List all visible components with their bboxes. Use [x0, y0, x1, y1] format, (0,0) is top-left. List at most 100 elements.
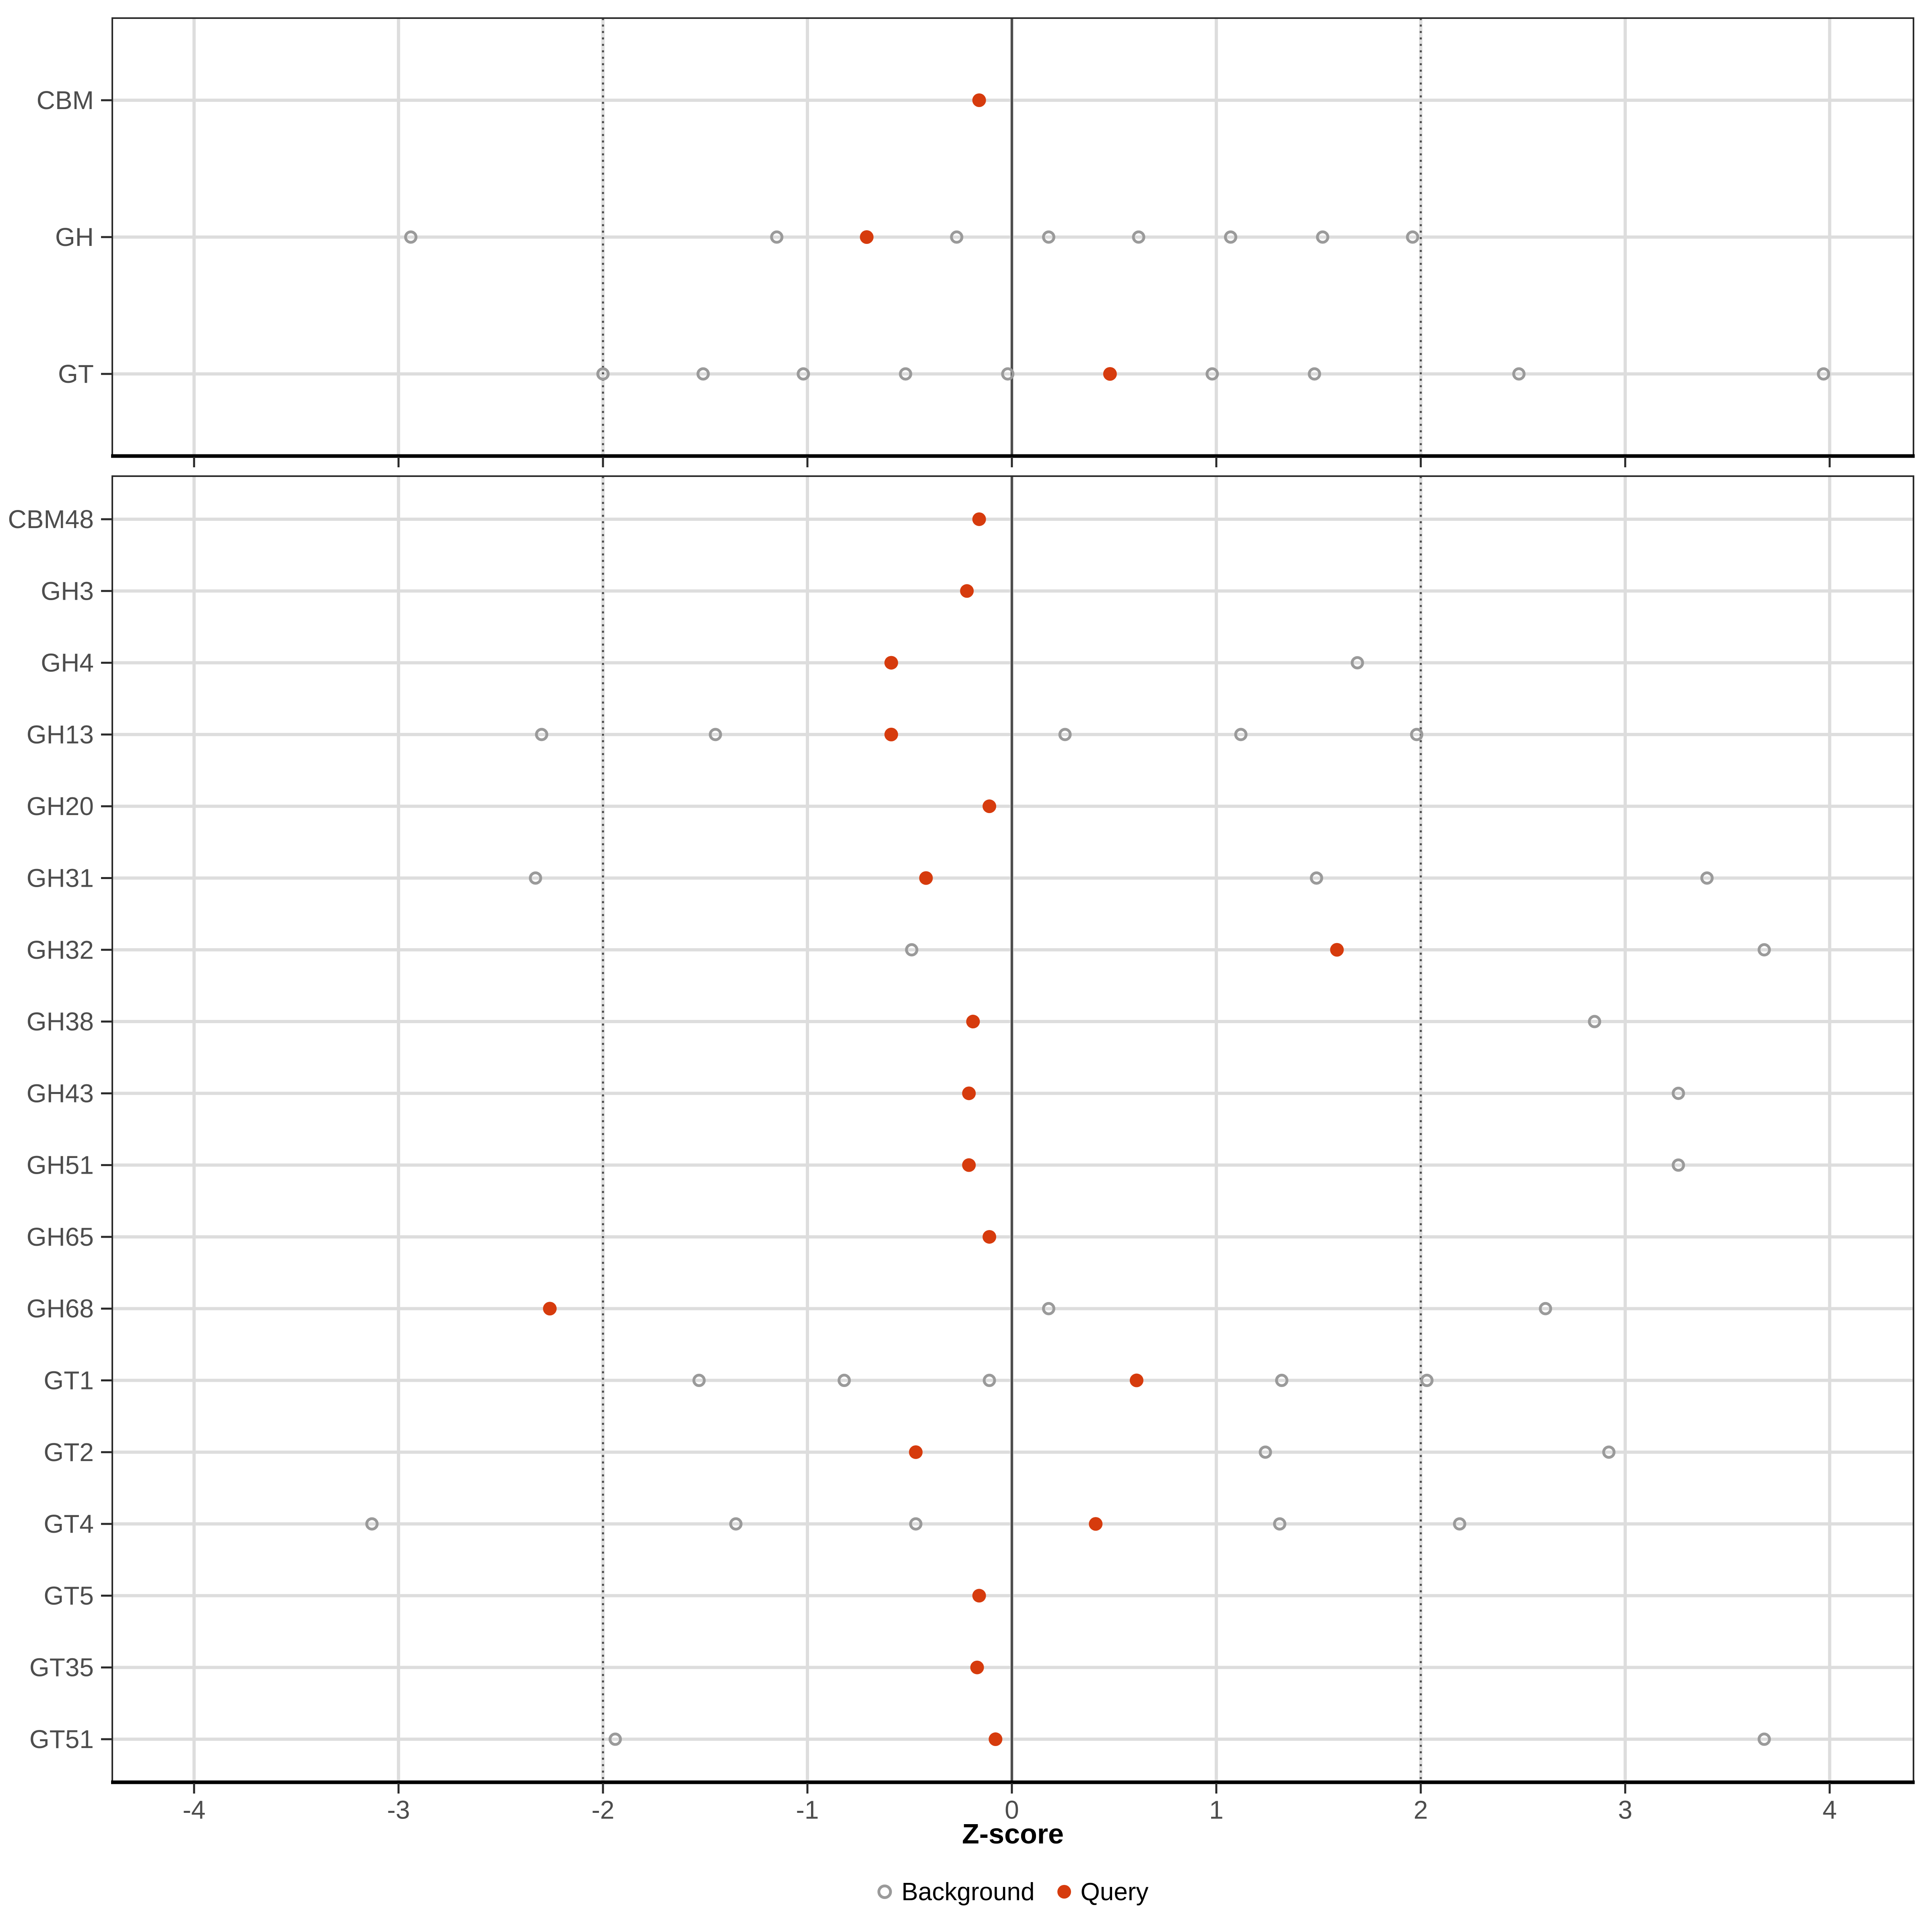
background-point [729, 1517, 743, 1531]
x-tick-label: -1 [796, 1795, 819, 1824]
y-axis-label: GH31 [27, 863, 94, 892]
background-point [1406, 230, 1420, 244]
query-point [989, 1732, 1003, 1746]
y-axis-label: GH13 [27, 720, 94, 749]
y-axis-label: CBM [37, 86, 94, 115]
query-point [860, 230, 874, 244]
x-axis-title: Z-score [962, 1818, 1064, 1849]
background-point [528, 871, 542, 885]
query-point [960, 584, 974, 598]
filled-circle-icon [1057, 1885, 1071, 1899]
x-tick-label: 4 [1823, 1795, 1837, 1824]
background-point [1308, 367, 1321, 381]
query-point [909, 1445, 923, 1459]
y-axis-label: GH68 [27, 1294, 94, 1323]
query-point [1103, 367, 1117, 381]
background-point [1273, 1517, 1286, 1531]
x-tick-label: -3 [387, 1795, 410, 1824]
background-point [983, 1374, 996, 1387]
query-point [983, 799, 997, 813]
y-axis-label: GH65 [27, 1222, 94, 1251]
background-point [1700, 871, 1714, 885]
background-point [1350, 656, 1364, 670]
x-tick-label: 0 [1005, 1795, 1019, 1824]
y-axis-label: GH32 [27, 935, 94, 964]
background-point [365, 1517, 379, 1531]
background-point [1512, 367, 1526, 381]
query-point [983, 1230, 997, 1244]
y-axis-label: CBM48 [8, 505, 94, 534]
query-point [1089, 1517, 1103, 1531]
background-point [692, 1374, 706, 1387]
background-point [609, 1732, 622, 1746]
legend: Background Query [112, 1868, 1913, 1916]
legend-item-query: Query [1057, 1878, 1149, 1906]
y-axis-label: GT1 [44, 1366, 94, 1395]
background-point [1817, 367, 1831, 381]
query-point [972, 1589, 986, 1603]
background-point [1205, 367, 1219, 381]
background-point [1001, 367, 1015, 381]
background-point [1058, 728, 1072, 741]
background-point [1453, 1517, 1466, 1531]
background-point [1420, 1374, 1434, 1387]
background-point [535, 728, 549, 741]
y-axis-label: GT [58, 359, 94, 388]
background-point [837, 1374, 851, 1387]
query-point [962, 1158, 976, 1172]
legend-label-query: Query [1080, 1878, 1149, 1906]
query-point [966, 1015, 980, 1029]
background-point [708, 728, 722, 741]
x-tick-label: 1 [1209, 1795, 1224, 1824]
background-point [1224, 230, 1237, 244]
background-point [1132, 230, 1146, 244]
y-axis-label: GT4 [44, 1509, 94, 1538]
x-tick-label: 3 [1618, 1795, 1633, 1824]
y-axis-label: GT2 [44, 1438, 94, 1467]
legend-item-background: Background [877, 1878, 1035, 1906]
legend-label-background: Background [901, 1878, 1035, 1906]
query-point [919, 871, 933, 885]
y-axis-label: GH [55, 223, 94, 252]
query-point [884, 727, 898, 741]
x-tick-label: -2 [592, 1795, 615, 1824]
y-axis-label: GT35 [29, 1653, 94, 1682]
y-axis-label: GH3 [41, 576, 94, 605]
y-axis-label: GH38 [27, 1007, 94, 1036]
background-point [1042, 230, 1055, 244]
background-point [950, 230, 964, 244]
background-point [1275, 1374, 1288, 1387]
background-point [1602, 1445, 1616, 1459]
background-point [1757, 943, 1771, 957]
background-point [596, 367, 610, 381]
background-point [1757, 1732, 1771, 1746]
background-point [1042, 1302, 1055, 1315]
background-point [1259, 1445, 1272, 1459]
x-tick-label: 2 [1414, 1795, 1428, 1824]
background-point [1410, 728, 1424, 741]
query-point [1129, 1373, 1144, 1387]
y-axis-label: GT5 [44, 1581, 94, 1610]
x-tick-label: -4 [183, 1795, 206, 1824]
y-axis-label: GH20 [27, 792, 94, 821]
query-point [972, 93, 986, 107]
background-point [770, 230, 784, 244]
open-circle-icon [877, 1885, 892, 1899]
y-axis-label: GT51 [29, 1725, 94, 1754]
query-point [884, 656, 898, 670]
y-axis-label: GH4 [41, 648, 94, 677]
query-point [970, 1660, 984, 1674]
background-point [1310, 871, 1323, 885]
background-point [696, 367, 710, 381]
background-point [1316, 230, 1329, 244]
background-point [909, 1517, 923, 1531]
background-point [404, 230, 418, 244]
y-axis-label: GH43 [27, 1079, 94, 1108]
background-point [797, 367, 810, 381]
query-point [1330, 943, 1344, 957]
background-point [1588, 1015, 1602, 1028]
background-point [1672, 1086, 1685, 1100]
background-point [1672, 1158, 1685, 1172]
background-point [1234, 728, 1248, 741]
